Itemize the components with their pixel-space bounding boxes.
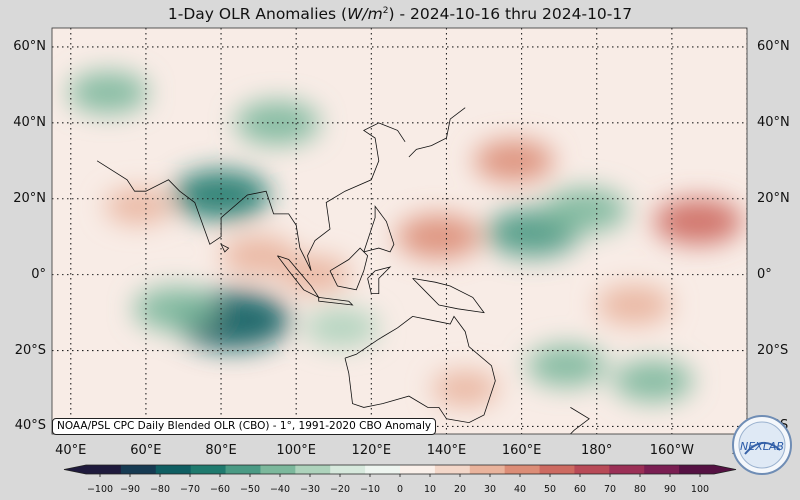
lat-label: 40°N — [757, 114, 790, 130]
coastline-7 — [412, 278, 485, 314]
colorbar-swatch — [260, 465, 296, 474]
colorbar-outline — [63, 464, 737, 475]
coastline-8 — [363, 205, 395, 253]
colorbar-tick-label: −30 — [299, 484, 321, 495]
lat-label: 40°N — [13, 114, 46, 130]
anomaly-region-6 — [396, 214, 482, 259]
anomaly-region-9 — [596, 285, 673, 325]
colorbar-swatch — [190, 465, 227, 474]
anomaly-region-15 — [68, 71, 149, 114]
colorbar-swatch — [504, 465, 541, 474]
coastline-4 — [318, 297, 354, 306]
colorbar-tick-label: 10 — [423, 484, 437, 495]
colorbar-swatch — [679, 465, 715, 474]
anomaly-region-3 — [303, 308, 380, 348]
colorbar-swatch — [120, 465, 157, 474]
anomaly-region-8 — [543, 188, 628, 233]
colorbar-tick-label: 100 — [690, 484, 710, 495]
lat-label: 20°N — [757, 190, 790, 206]
anomaly-region-11 — [613, 360, 694, 402]
colorbar-tick-label: −60 — [209, 484, 231, 495]
colorbar-swatch — [86, 465, 122, 474]
colorbar-swatch — [609, 465, 645, 474]
svg-text:NEXLAB: NEXLAB — [740, 440, 784, 453]
colorbar-tick-label: −90 — [119, 484, 141, 495]
colorbar-tick-label: 70 — [603, 484, 617, 495]
coastline-5 — [329, 247, 369, 291]
colorbar-swatch — [330, 465, 366, 474]
anomaly-region-5 — [279, 256, 351, 294]
noaa-nexlab-logo-icon[interactable]: NEXLAB — [731, 414, 793, 476]
colorbar-max-extend — [714, 465, 736, 474]
colorbar-tick-label: −80 — [149, 484, 171, 495]
colorbar-tick-label: −100 — [86, 484, 114, 495]
colorbar-swatch — [400, 465, 436, 474]
colorbar-tick-label: −70 — [179, 484, 201, 495]
colorbar-swatch — [539, 465, 576, 474]
coastline-2 — [344, 315, 496, 424]
anomaly-region-16 — [105, 188, 172, 224]
lat-label: 20°S — [14, 342, 46, 358]
coastline-10 — [220, 243, 230, 253]
colorbar-tick-label: 0 — [396, 484, 404, 495]
colorbar-tick-label: −10 — [359, 484, 381, 495]
colorbar-tick-label: 20 — [453, 484, 467, 495]
colorbar-tick-label: 60 — [573, 484, 587, 495]
colorbar-tick-label: −20 — [329, 484, 351, 495]
colorbar-swatch — [295, 465, 331, 474]
lat-label: 0° — [31, 266, 46, 282]
colorbar-swatch — [155, 465, 192, 474]
colorbar-tick-label: 90 — [663, 484, 677, 495]
colorbar — [63, 464, 737, 477]
colorbar-tick-label: 80 — [633, 484, 647, 495]
colorbar-tick-label: 30 — [483, 484, 497, 495]
colorbar-swatch — [434, 465, 471, 474]
lon-label: 160°E — [501, 443, 542, 458]
lon-label: 100°E — [276, 443, 316, 458]
colorbar-min-extend — [64, 465, 86, 474]
lon-label: 80°E — [205, 443, 237, 458]
map-title: 1-Day OLR Anomalies (W/m2) - 2024-10-16 … — [167, 5, 633, 24]
coastline-1 — [408, 107, 466, 158]
anomaly-region-12 — [653, 198, 743, 245]
anomaly-region-4 — [220, 235, 297, 276]
colorbar-swatch — [225, 465, 262, 474]
coastline-0 — [96, 122, 406, 271]
lat-label: 60°N — [13, 38, 46, 54]
lon-label: 60°E — [130, 443, 162, 458]
lat-label: 20°S — [757, 342, 789, 358]
colorbar-swatch — [574, 465, 610, 474]
anomaly-region-0 — [172, 169, 271, 221]
lon-label: 40°E — [55, 443, 87, 458]
anomaly-region-2 — [133, 286, 219, 331]
anomaly-region-13 — [474, 140, 555, 182]
colorbar-tick-label: 40 — [513, 484, 527, 495]
data-source-credit: NOAA/PSL CPC Daily Blended OLR (CBO) - 1… — [52, 418, 437, 435]
colorbar-tick-label: −40 — [269, 484, 291, 495]
colorbar-tick-label: 50 — [543, 484, 557, 495]
colorbar-tick-label: −50 — [239, 484, 261, 495]
lat-label: 0° — [757, 266, 772, 282]
lat-label: 60°N — [757, 38, 790, 54]
colorbar-swatch — [365, 465, 401, 474]
coastline-9 — [569, 407, 590, 434]
lon-label: 160°W — [649, 443, 694, 458]
lat-label: 20°N — [13, 190, 46, 206]
colorbar-swatch — [644, 465, 680, 474]
lon-label: 140°E — [426, 443, 467, 458]
colorbar-swatch — [469, 465, 506, 474]
lon-label: 120°E — [351, 443, 392, 458]
anomaly-region-10 — [526, 344, 607, 387]
lat-label: 40°S — [14, 418, 46, 434]
anomaly-region-17 — [431, 370, 499, 406]
lon-label: 180° — [581, 443, 613, 458]
